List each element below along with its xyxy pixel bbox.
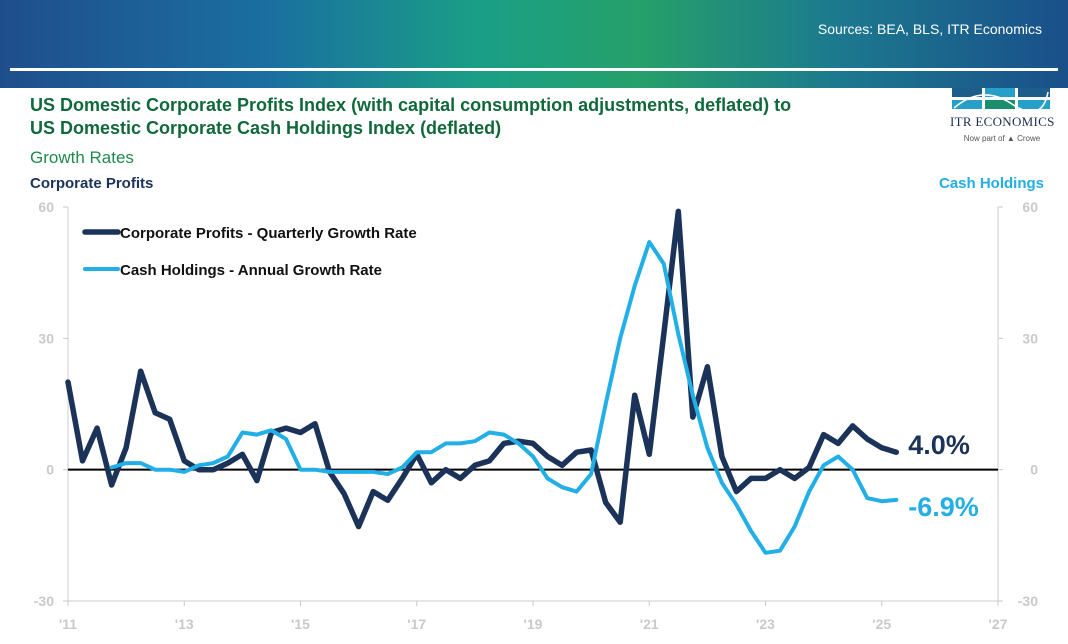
end-value-label-cash: -6.9% bbox=[908, 492, 979, 522]
title-line-2: US Domestic Corporate Cash Holdings Inde… bbox=[30, 118, 502, 138]
x-tick-label: '11 bbox=[59, 616, 77, 632]
chart-subtitle: Growth Rates bbox=[30, 148, 134, 167]
y-tick-label-left: -30 bbox=[34, 593, 54, 609]
x-tick-label: '23 bbox=[756, 616, 775, 632]
legend-label-cash: Cash Holdings - Annual Growth Rate bbox=[120, 262, 382, 279]
logo-wordmark: ITR ECONOMICS bbox=[950, 114, 1055, 129]
logo-tagline: Now part of ▲ Crowe bbox=[950, 134, 1054, 143]
title-line-1: US Domestic Corporate Profits Index (wit… bbox=[30, 95, 792, 115]
logo-mark-icon bbox=[952, 88, 1050, 110]
chart-title: US Domestic Corporate Profits Index (wit… bbox=[30, 94, 910, 140]
y-tick-label-right: 0 bbox=[1030, 462, 1038, 478]
logo-tagline-text: Now part of bbox=[963, 134, 1005, 143]
x-tick-label: '19 bbox=[524, 616, 543, 632]
y-tick-label-left: 0 bbox=[46, 462, 54, 478]
x-tick-label: '21 bbox=[640, 616, 659, 632]
end-value-label-profits: 4.0% bbox=[908, 430, 970, 460]
logo-partner: Crowe bbox=[1017, 134, 1041, 143]
x-tick-label: '27 bbox=[989, 616, 1008, 632]
x-tick-label: '25 bbox=[872, 616, 891, 632]
x-tick-label: '13 bbox=[175, 616, 194, 632]
series-line-cash bbox=[109, 240, 899, 555]
sources-text: Sources: BEA, BLS, ITR Economics bbox=[817, 21, 1042, 37]
x-tick-label: '17 bbox=[407, 616, 426, 632]
y-tick-label-left: 60 bbox=[38, 199, 54, 215]
right-axis-title: Cash Holdings bbox=[938, 175, 1044, 192]
header-banner bbox=[0, 0, 1068, 88]
series-line-profits bbox=[65, 208, 900, 530]
legend-label-profits: Corporate Profits - Quarterly Growth Rat… bbox=[120, 225, 417, 242]
crowe-icon: ▲ bbox=[1006, 134, 1015, 143]
y-tick-label-right: -30 bbox=[1018, 593, 1038, 609]
banner-divider bbox=[10, 68, 1058, 71]
y-tick-label-right: 30 bbox=[1022, 330, 1038, 346]
left-axis-title: Corporate Profits bbox=[30, 175, 154, 192]
x-tick-label: '15 bbox=[291, 616, 310, 632]
itr-economics-logo: ITR ECONOMICS Now part of ▲ Crowe bbox=[950, 86, 1054, 148]
y-tick-label-right: 60 bbox=[1022, 199, 1038, 215]
y-tick-label-left: 30 bbox=[38, 330, 54, 346]
